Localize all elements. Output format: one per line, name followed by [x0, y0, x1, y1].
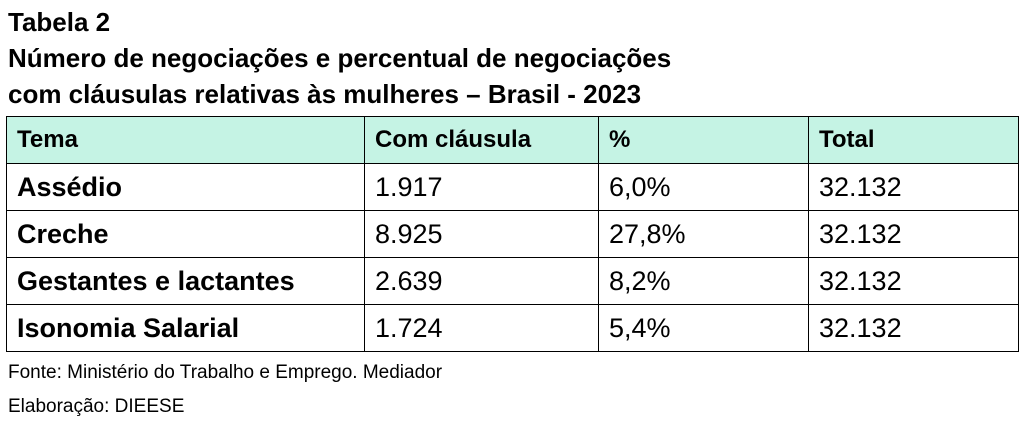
column-header-tema: Tema [6, 116, 365, 164]
table-number: Tabela 2 [8, 7, 111, 37]
column-header-total: Total [808, 116, 1019, 164]
table-row: Creche 8.925 27,8% 32.132 [6, 210, 1019, 258]
table-row: Isonomia Salarial 1.724 5,4% 32.132 [6, 304, 1019, 352]
data-table: Tema Com cláusula % Total Assédio 1.917 … [6, 116, 1019, 352]
source-note: Fonte: Ministério do Trabalho e Emprego.… [8, 362, 443, 383]
cell-com-clausula: 2.639 [364, 257, 599, 305]
row-label: Isonomia Salarial [6, 304, 365, 352]
cell-total: 32.132 [808, 210, 1019, 258]
cell-percent: 27,8% [598, 210, 809, 258]
cell-total: 32.132 [808, 304, 1019, 352]
header-row: Tema Com cláusula % Total [6, 116, 1019, 164]
row-label: Gestantes e lactantes [6, 257, 365, 305]
row-label: Assédio [6, 163, 365, 211]
cell-com-clausula: 8.925 [364, 210, 599, 258]
table-caption-line-1: Número de negociações e percentual de ne… [8, 43, 672, 73]
column-header-com-clausula: Com cláusula [364, 116, 599, 164]
table-row: Assédio 1.917 6,0% 32.132 [6, 163, 1019, 211]
cell-total: 32.132 [808, 257, 1019, 305]
cell-total: 32.132 [808, 163, 1019, 211]
table-row: Gestantes e lactantes 2.639 8,2% 32.132 [6, 257, 1019, 305]
table-caption-line-2: com cláusulas relativas às mulheres – Br… [8, 79, 642, 109]
cell-percent: 6,0% [598, 163, 809, 211]
table-footer: Fonte: Ministério do Trabalho e Emprego.… [8, 356, 442, 424]
cell-com-clausula: 1.917 [364, 163, 599, 211]
cell-com-clausula: 1.724 [364, 304, 599, 352]
column-header-percent: % [598, 116, 809, 164]
elaboration-note: Elaboração: DIEESE [8, 396, 185, 417]
table-header: Tema Com cláusula % Total [6, 116, 1019, 164]
table-body: Assédio 1.917 6,0% 32.132 Creche 8.925 2… [6, 163, 1019, 352]
cell-percent: 5,4% [598, 304, 809, 352]
cell-percent: 8,2% [598, 257, 809, 305]
row-label: Creche [6, 210, 365, 258]
table-title: Tabela 2 Número de negociações e percent… [8, 4, 671, 112]
